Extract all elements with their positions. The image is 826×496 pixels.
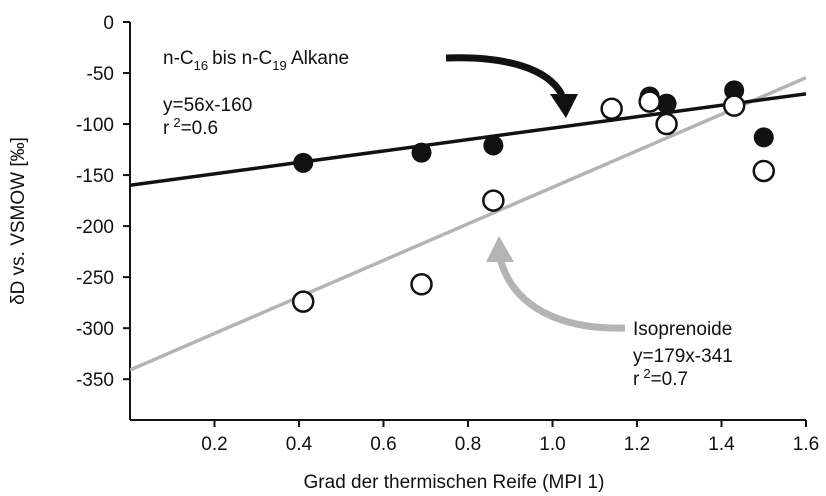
isoprenoide-arrowhead (486, 236, 514, 262)
y-tick-label: -200 (76, 217, 114, 238)
x-tick-label: 1.4 (708, 434, 735, 455)
isoprenoide-arrow (496, 257, 626, 332)
x-tick-label: 0.6 (370, 434, 396, 455)
y-tick-label: -250 (76, 268, 114, 289)
alkane-point (656, 93, 677, 114)
isoprenoide-point (600, 97, 623, 120)
alkane-arrowhead (550, 94, 578, 118)
y-tick-label: -100 (76, 115, 114, 136)
isoprenoide-point (638, 90, 661, 113)
isoprenoide-point (752, 159, 775, 183)
x-tick-label: 0.4 (286, 434, 313, 455)
isoprenoide-fit-line (130, 76, 806, 372)
alkane-point (483, 135, 504, 156)
alkane-equation: y=56x-160 (163, 95, 252, 116)
y-tick-label: -150 (76, 166, 114, 187)
x-tick-label: 1.6 (793, 434, 819, 455)
isoprenoide-point (291, 290, 315, 313)
isoprenoide-r2: r 2=0.7 (633, 366, 688, 390)
alkane-point (411, 142, 432, 163)
alkane-point (293, 152, 314, 173)
isoprenoide-equation: y=179x-341 (633, 346, 733, 367)
isoprenoide-point (482, 189, 505, 212)
isoprenoide-point (722, 94, 746, 117)
isoprenoide-point (655, 112, 678, 136)
alkane-r2: r 2=0.6 (163, 115, 218, 139)
y-tick-label: -350 (76, 370, 114, 391)
x-tick-label: 1.2 (624, 434, 650, 455)
alkane-series-label: n-C16 bis n-C19 Alkane (163, 48, 349, 73)
x-axis-title: Grad der thermischen Reife (MPI 1) (304, 472, 605, 493)
alkane-arrow (445, 54, 566, 97)
x-tick-label: 1.0 (539, 434, 565, 455)
alkane-point (724, 80, 745, 101)
x-tick-label: 0.2 (201, 434, 227, 455)
y-tick-label: 0 (103, 13, 114, 34)
y-axis-title: δD vs. VSMOW [‰] (8, 137, 29, 305)
alkane-fit-line (130, 92, 806, 188)
isoprenoide-series-label: Isoprenoide (633, 319, 732, 340)
y-tick-label: -50 (87, 64, 114, 85)
x-tick-label: 0.8 (455, 434, 481, 455)
alkane-point (753, 127, 774, 148)
y-tick-label: -300 (76, 319, 114, 340)
isoprenoide-point (410, 273, 433, 296)
